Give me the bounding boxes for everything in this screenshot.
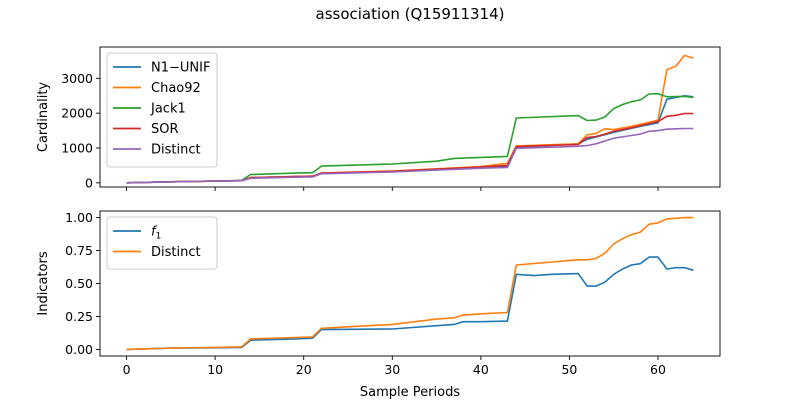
y-axis-label: Indicators <box>36 251 51 315</box>
y-tick-label: 3000 <box>61 71 93 86</box>
x-tick-label: 40 <box>473 362 489 377</box>
cardinality-panel: 0 1000 2000 3000 Cardinality N1−UNIF Chao92 Jac… <box>36 46 721 191</box>
legend-label: Distinct <box>151 245 201 260</box>
y-tick-label: 0.50 <box>65 276 93 291</box>
y-tick-label: 0.75 <box>65 243 93 258</box>
plot-frame <box>99 46 721 188</box>
legend-label: Chao92 <box>151 81 201 96</box>
y-tick-label: 0.00 <box>65 342 93 357</box>
x-tick-label: 50 <box>561 362 577 377</box>
x-tick-label: 0 <box>123 362 131 377</box>
series-line-1-1 <box>126 216 694 351</box>
y-tick-label: 1.00 <box>65 210 93 225</box>
x-tick-label: 10 <box>207 362 223 377</box>
x-axis-label: Sample Periods <box>360 385 460 400</box>
figure-title: association (Q15911314) <box>316 5 505 23</box>
indicators-panel: 0 10 20 30 40 50 60 0.00 0.25 0.50 0.75 1.00 Indicat… <box>36 210 721 377</box>
legend-label: Jack1 <box>150 102 186 117</box>
x-tick-label: 20 <box>296 362 312 377</box>
y-tick-label: 0.25 <box>65 309 93 324</box>
legend-label: SOR <box>151 122 179 137</box>
series-line-1-0 <box>126 256 694 351</box>
y-tick-label: 0 <box>85 175 93 190</box>
series-line-0-4 <box>126 127 694 184</box>
legend-box <box>106 216 218 270</box>
y-axis-label: Cardinality <box>36 82 51 153</box>
y-tick-label: 2000 <box>61 106 93 121</box>
legend-label: f1 <box>151 225 161 242</box>
x-tick-label: 30 <box>384 362 400 377</box>
series-line-0-2 <box>126 92 694 184</box>
legend-box <box>106 52 218 168</box>
x-tick-label: 60 <box>650 362 666 377</box>
legend-label: Distinct <box>151 143 201 158</box>
y-tick-label: 1000 <box>61 140 93 155</box>
legend-label: N1−UNIF <box>151 61 210 76</box>
